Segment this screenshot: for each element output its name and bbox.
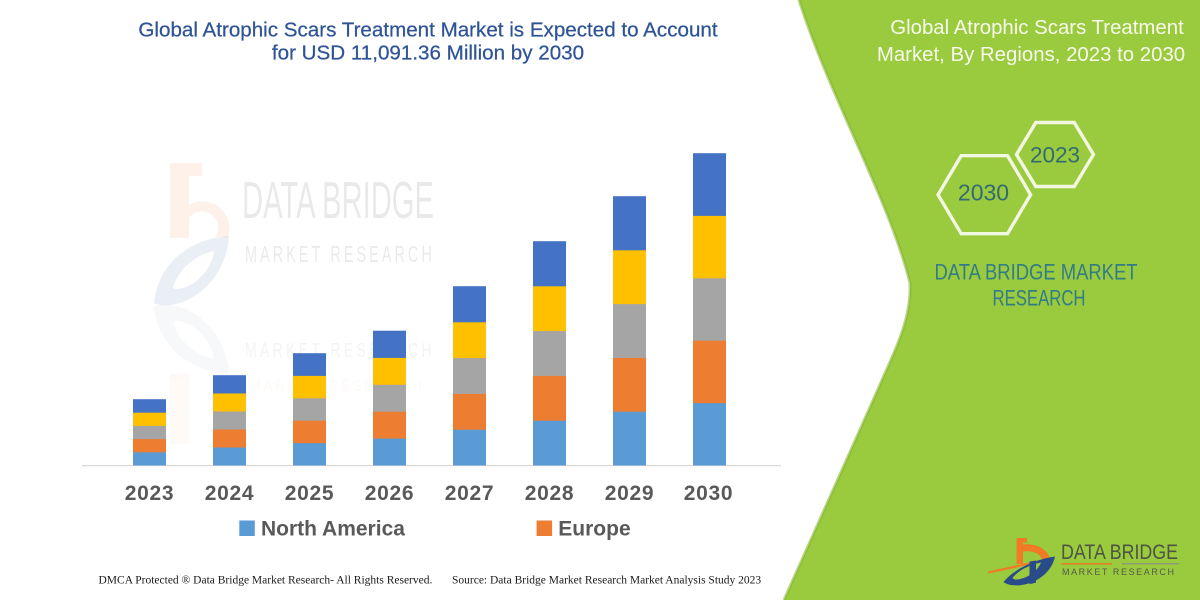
svg-text:Source: Data Bridge Market Res: Source: Data Bridge Market Research Mark… [452,575,761,587]
svg-text:MARKET RESEARCH: MARKET RESEARCH [245,241,435,267]
svg-text:MARKET RESEARCH: MARKET RESEARCH [1062,567,1178,577]
svg-text:MARKET RESEARCH: MARKET RESEARCH [245,340,435,362]
svg-text:Global Atrophic Scars Treatmen: Global Atrophic Scars Treatment [890,17,1184,39]
svg-text:Global Atrophic Scars Treatmen: Global Atrophic Scars Treatment Market i… [138,19,717,42]
svg-text:2030: 2030 [958,180,1009,206]
svg-text:for USD 11,091.36 Million by 2: for USD 11,091.36 Million by 2030 [272,42,584,65]
svg-text:2027: 2027 [445,482,495,505]
svg-text:DATA BRIDGE: DATA BRIDGE [1061,541,1178,564]
svg-text:Market, By Regions, 2023 to 20: Market, By Regions, 2023 to 2030 [877,44,1185,66]
svg-text:DATA BRIDGE MARKET: DATA BRIDGE MARKET [935,260,1138,285]
svg-text:2028: 2028 [525,482,575,505]
svg-text:2023: 2023 [1030,143,1080,168]
svg-text:2026: 2026 [365,482,415,505]
svg-text:2029: 2029 [605,482,655,505]
svg-text:2024: 2024 [205,482,255,505]
svg-text:Europe: Europe [558,518,630,541]
svg-text:DMCA Protected ® Data Bridge M: DMCA Protected ® Data Bridge Market Rese… [99,575,433,587]
svg-text:DATA BRIDGE: DATA BRIDGE [242,172,434,230]
svg-text:2030: 2030 [684,482,734,505]
svg-text:RESEARCH: RESEARCH [993,286,1086,311]
svg-text:2023: 2023 [125,482,175,505]
svg-text:2025: 2025 [285,482,335,505]
svg-text:North America: North America [261,518,405,541]
